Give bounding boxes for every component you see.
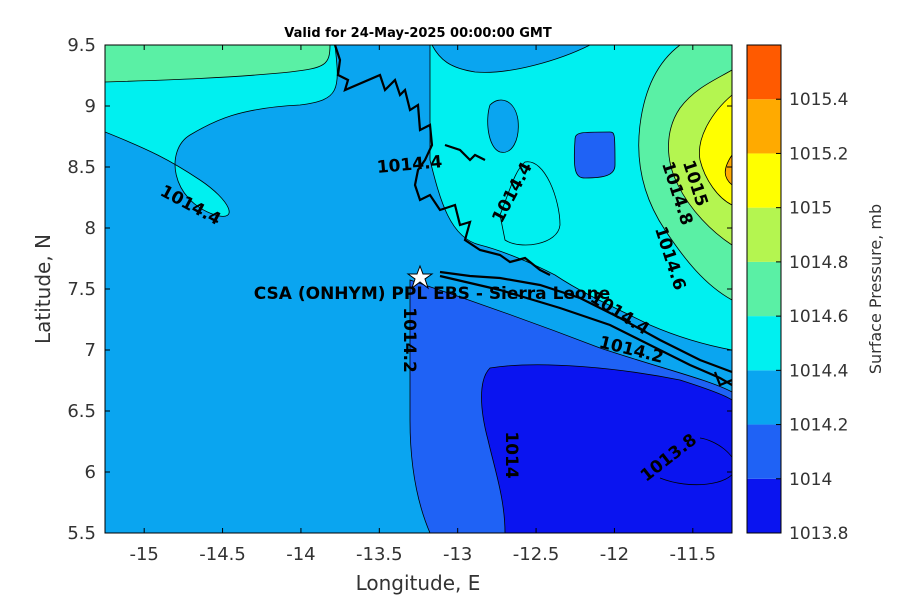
pressure-band-1015 [698, 94, 732, 206]
colorbar-swatch [747, 370, 781, 425]
y-tick-label: 8.5 [67, 157, 96, 178]
x-tick-label: -13.5 [356, 544, 403, 565]
x-tick-label: -14.5 [199, 544, 246, 565]
pressure-island-1014.2-a [431, 45, 591, 73]
colorbar-tick-label: 1014.8 [789, 253, 848, 273]
colorbar-label: Surface Pressure, mb [866, 204, 885, 374]
x-axis: -15 -14.5 -14 -13.5 -13 -12.5 -12 -11.5 [129, 45, 716, 565]
colorbar-tick-label: 1014.6 [789, 307, 848, 327]
site-label: CSA (ONHYM) PPL EBS - Sierra Leone [254, 284, 611, 304]
colorbar-tick-label: 1015 [789, 199, 832, 219]
y-axis: 5.5 6 6.5 7 7.5 8 8.5 9 9.5 [67, 35, 732, 544]
x-tick-label: -12 [600, 544, 629, 565]
colorbar-swatch [747, 153, 781, 208]
pressure-band-1014.4-west [105, 45, 338, 217]
colorbar-tick-label: 1015.4 [789, 90, 848, 110]
y-tick-label: 6 [85, 462, 96, 483]
pressure-island-1014 [573, 131, 616, 179]
colorbar-swatch [747, 478, 781, 533]
site-marker-star-icon [406, 264, 434, 290]
x-tick-label: -14 [286, 544, 315, 565]
pressure-band-1014.6-nw [105, 45, 331, 83]
x-tick-label: -15 [129, 544, 158, 565]
colorbar-tick-label: 1013.8 [789, 524, 848, 544]
colorbar-frame [746, 44, 782, 534]
y-tick-label: 5.5 [67, 523, 96, 544]
coastline [333, 45, 732, 387]
map-area [105, 45, 732, 533]
colorbar-swatch [747, 207, 781, 262]
y-tick-label: 8 [85, 218, 96, 239]
colorbar-swatch [747, 424, 781, 479]
y-axis-label: Latitude, N [31, 234, 55, 344]
colorbar-swatch [747, 261, 781, 317]
y-tick-label: 7.5 [67, 279, 96, 300]
y-tick-label: 9.5 [67, 35, 96, 56]
chart-title: Valid for 24-May-2025 00:00:00 GMT [284, 26, 552, 41]
contour-label: 1014 [501, 431, 521, 478]
pressure-island-1014.2-b [487, 99, 519, 153]
contour-label: 1014.2 [399, 307, 419, 373]
colorbar-tick-label: 1014.2 [789, 416, 848, 436]
contour-1013.8-loop [659, 437, 732, 486]
x-tick-label: -11.5 [670, 544, 717, 565]
x-tick-label: -12.5 [513, 544, 560, 565]
colorbar-tick-label: 1015.2 [789, 144, 848, 164]
colorbar-tick-label: 1014 [789, 470, 832, 490]
colorbar-swatch [747, 45, 781, 100]
x-tick-label: -13 [443, 544, 472, 565]
colorbar: 1013.8 1014 1014.2 1014.4 1014.6 1014.8 1015 10… [746, 44, 848, 544]
y-tick-label: 6.5 [67, 401, 96, 422]
colorbar-swatch [747, 99, 781, 154]
colorbar-swatch [747, 316, 781, 371]
y-tick-label: 7 [85, 340, 96, 361]
y-tick-label: 9 [85, 96, 96, 117]
pressure-island-1014.4-mid [499, 161, 561, 246]
colorbar-tick-label: 1014.4 [789, 361, 848, 381]
x-axis-label: Longitude, E [356, 571, 481, 595]
